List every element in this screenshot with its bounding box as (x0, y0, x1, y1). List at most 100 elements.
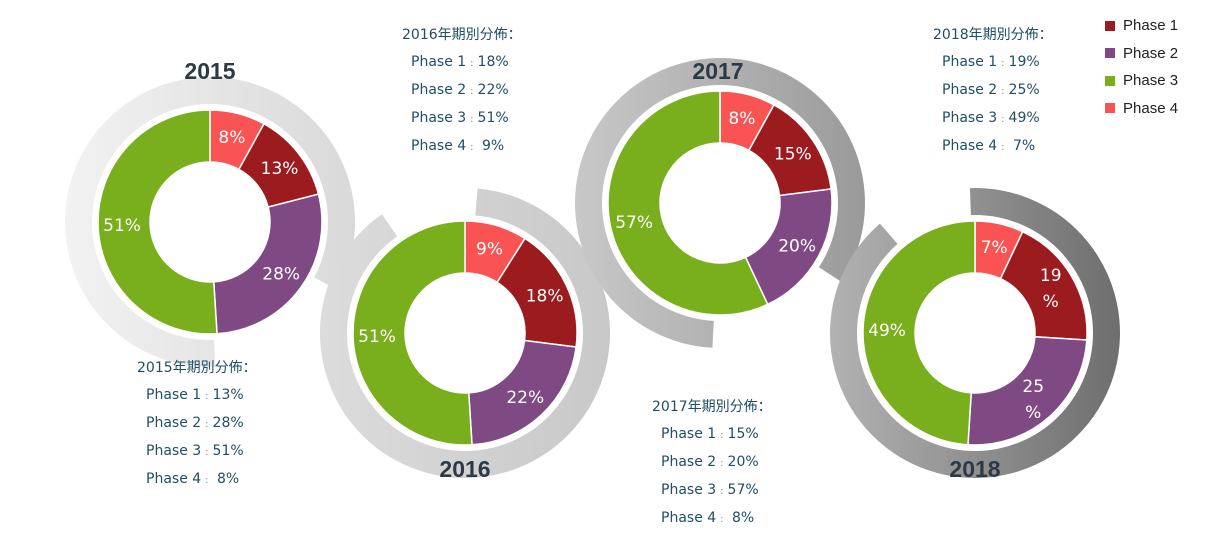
slice-label-2017-phase-1: 15% (774, 145, 812, 165)
note-2018: 2018年期別分佈： Phase 1:19% Phase 2:25% Phase… (933, 22, 1053, 161)
donut-slice-2018-phase-3 (862, 220, 976, 446)
note-row: Phase 4: 8% (137, 466, 257, 494)
legend-item-phase-3: Phase 3 (1105, 67, 1178, 95)
note-row: Phase 3:51% (402, 105, 522, 133)
note-phase-value: 7% (1008, 138, 1036, 154)
note-phase-label: Phase 4 (942, 138, 998, 154)
note-phase-value: 49% (1008, 110, 1040, 126)
note-phase-label: Phase 2 (942, 82, 998, 98)
note-phase-label: Phase 2 (146, 415, 202, 431)
note-phase-label: Phase 4 (146, 471, 202, 487)
legend-swatch (1105, 48, 1115, 59)
note-phase-label: Phase 2 (661, 454, 717, 470)
donut-slice-2017-phase-3 (607, 90, 769, 316)
slice-label-2017-phase-2: 20% (778, 236, 816, 256)
slice-label-2018-phase-2: 25% (1022, 377, 1044, 423)
note-separator: : (470, 86, 474, 97)
note-phase-value: 28% (212, 415, 244, 431)
note-phase-label: Phase 1 (661, 426, 717, 442)
note-phase-label: Phase 2 (411, 82, 467, 98)
legend-item-phase-2: Phase 2 (1105, 40, 1178, 68)
note-phase-value: 8% (212, 471, 240, 487)
legend: Phase 1 Phase 2 Phase 3 Phase 4 (1105, 12, 1178, 122)
note-phase-label: Phase 3 (942, 110, 998, 126)
note-phase-label: Phase 3 (661, 482, 717, 498)
slice-label-2018-phase-1: 19% (1040, 266, 1062, 312)
note-separator: : (470, 114, 474, 125)
donut-slice-2018-phase-2 (967, 335, 1088, 446)
note-separator: : (205, 419, 209, 430)
note-row: Phase 2:20% (652, 449, 772, 477)
slice-label-2015-phase-2: 28% (262, 265, 300, 285)
note-row: Phase 3:57% (652, 477, 772, 505)
slice-label-2016-phase-1: 18% (526, 287, 564, 307)
note-row: Phase 3:51% (137, 438, 257, 466)
note-title: 2015年期別分佈： (137, 360, 257, 376)
slice-label-2015-phase-1: 13% (261, 159, 299, 179)
note-row: Phase 2:25% (933, 77, 1053, 105)
note-phase-label: Phase 4 (411, 138, 467, 154)
legend-label: Phase 1 (1123, 17, 1179, 35)
legend-swatch (1105, 20, 1115, 31)
legend-swatch (1105, 75, 1115, 86)
note-phase-label: Phase 3 (411, 110, 467, 126)
donut-charts: 8% 13% 28% 51% 9% 18% 22% 51% 8% 15% 20% 57% 7% 19 % 25… (92, 85, 1093, 451)
note-row: Phase 4: 7% (933, 133, 1053, 161)
note-row: Phase 4: 8% (652, 505, 772, 533)
donut-slice-2015-phase-3 (97, 109, 218, 335)
slice-label-2015-phase-4: 8% (218, 128, 245, 148)
legend-label: Phase 4 (1123, 99, 1179, 117)
note-row: Phase 1:15% (652, 421, 772, 449)
legend-swatch (1105, 103, 1115, 114)
slice-label-2017-phase-3: 57% (615, 213, 653, 233)
note-separator: : (720, 458, 724, 469)
note-separator: : (470, 142, 474, 153)
note-phase-label: Phase 1 (146, 387, 202, 403)
note-separator: : (1001, 86, 1005, 97)
slice-label-2016-phase-2: 22% (506, 388, 544, 408)
note-separator: : (720, 430, 724, 441)
donut-slice-2016-phase-3 (352, 220, 473, 446)
legend-label: Phase 3 (1123, 72, 1179, 90)
slice-label-2017-phase-4: 8% (728, 109, 755, 129)
note-row: Phase 1:19% (933, 49, 1053, 77)
note-separator: : (1001, 114, 1005, 125)
note-separator: : (205, 475, 209, 486)
slice-label-2018-phase-3: 49% (868, 321, 906, 341)
slice-label-2018-phase-4: 7% (981, 238, 1008, 258)
note-phase-value: 8% (727, 510, 755, 526)
note-separator: : (470, 58, 474, 69)
note-phase-value: 20% (727, 454, 759, 470)
note-phase-label: Phase 4 (661, 510, 717, 526)
note-title: 2018年期別分佈： (933, 27, 1053, 43)
note-2016: 2016年期別分佈： Phase 1:18% Phase 2:22% Phase… (402, 22, 522, 161)
slice-label-2016-phase-4: 9% (476, 239, 503, 259)
legend-item-phase-4: Phase 4 (1105, 95, 1178, 123)
note-title: 2017年期別分佈： (652, 399, 772, 415)
note-separator: : (720, 486, 724, 497)
note-separator: : (205, 447, 209, 458)
note-2017: 2017年期別分佈： Phase 1:15% Phase 2:20% Phase… (652, 394, 772, 533)
note-phase-value: 25% (1008, 82, 1040, 98)
note-2015: 2015年期別分佈： Phase 1:13% Phase 2:28% Phase… (137, 355, 257, 494)
note-separator: : (1001, 58, 1005, 69)
note-row: Phase 2:28% (137, 410, 257, 438)
note-phase-value: 51% (212, 443, 244, 459)
donut-slice-2015-phase-2 (212, 193, 323, 335)
note-phase-value: 22% (477, 82, 509, 98)
note-row: Phase 4: 9% (402, 133, 522, 161)
slice-label-2015-phase-3: 51% (103, 216, 141, 236)
note-phase-value: 19% (1008, 54, 1040, 70)
legend-label: Phase 2 (1123, 44, 1179, 62)
slice-label-2016-phase-3: 51% (358, 327, 396, 347)
note-phase-value: 9% (477, 138, 505, 154)
note-row: Phase 3:49% (933, 105, 1053, 133)
note-phase-label: Phase 1 (942, 54, 998, 70)
note-phase-label: Phase 1 (411, 54, 467, 70)
note-row: Phase 2:22% (402, 77, 522, 105)
note-separator: : (720, 514, 724, 525)
donut-slice-2016-phase-2 (467, 339, 577, 446)
legend-item-phase-1: Phase 1 (1105, 12, 1178, 40)
note-phase-value: 13% (212, 387, 244, 403)
